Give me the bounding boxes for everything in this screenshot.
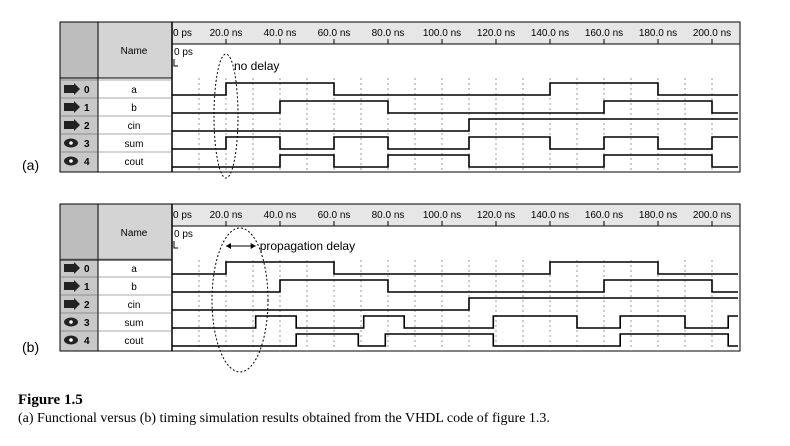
figure-title: Figure 1.5 (18, 392, 83, 408)
waveform-a (172, 261, 738, 275)
input-port-icon (64, 101, 80, 113)
tick-label: 20.0 ns (210, 28, 243, 39)
tick-label: 40.0 ns (264, 210, 297, 221)
input-port-icon (64, 119, 80, 131)
name-column-header: Name (121, 46, 148, 57)
tick-label: 180.0 ns (639, 210, 677, 221)
output-port-icon-pupil (69, 320, 73, 324)
tick-label: 40.0 ns (264, 28, 297, 39)
waveform-cout (172, 333, 738, 347)
cursor-label: 0 ps (174, 229, 193, 240)
signal-index: 0 (84, 264, 90, 275)
signal-index: 2 (84, 121, 90, 132)
signal-index: 1 (84, 282, 90, 293)
signal-name: cin (128, 121, 141, 132)
index-header-cell (59, 203, 99, 261)
waveform-cin (172, 297, 738, 311)
waveform-b (172, 279, 738, 293)
panel-frame (59, 21, 741, 173)
waveform-panel-b: Name (b) 0 ps 20.0 ns 40.0 ns 60.0 ns 80.0 ns 1… (22, 203, 741, 373)
signal-name: cin (128, 300, 141, 311)
signal-index: 4 (84, 157, 90, 168)
tick-label: 160.0 ns (585, 210, 623, 221)
figure-caption: (a) Functional versus (b) timing simulat… (18, 411, 550, 426)
annotation-oval (211, 227, 269, 373)
tick-label: 200.0 ns (693, 210, 731, 221)
tick-label: 80.0 ns (372, 28, 405, 39)
signal-index: 3 (84, 139, 90, 150)
name-column-header: Name (121, 228, 148, 239)
input-port-icon (64, 262, 80, 274)
annotation-oval (213, 53, 239, 179)
waveform-sum (172, 315, 738, 329)
waveform-diagram: Name (a) 0 ps 20.0 ns 40.0 ns 60.0 ns 80.0 ns 1… (22, 21, 741, 373)
tick-label: 60.0 ns (318, 210, 351, 221)
input-port-icon (64, 280, 80, 292)
output-port-icon-pupil (69, 159, 73, 163)
tick-label: 180.0 ns (639, 28, 677, 39)
input-port-icon (64, 83, 80, 95)
panel-label: (a) (22, 157, 39, 173)
signal-name: b (131, 103, 137, 114)
tick-label: 140.0 ns (531, 28, 569, 39)
delay-arrowhead-left (226, 243, 231, 249)
waveform-a (172, 82, 738, 96)
tick-label: 100.0 ns (423, 210, 461, 221)
signal-index: 3 (84, 318, 90, 329)
signal-name: b (131, 282, 137, 293)
cursor-marker (173, 59, 178, 67)
signal-name: sum (125, 139, 144, 150)
waveform-cout (172, 154, 738, 168)
panel-frame (59, 203, 741, 352)
signal-index: 4 (84, 336, 90, 347)
delay-arrowhead-right (250, 243, 256, 249)
tick-label: 80.0 ns (372, 210, 405, 221)
signal-index: 0 (84, 85, 90, 96)
input-port-icon (64, 298, 80, 310)
output-port-icon-pupil (69, 338, 73, 342)
waveform-panel-a: Name (a) 0 ps 20.0 ns 40.0 ns 60.0 ns 80.0 ns 1… (22, 21, 741, 179)
signal-name: cout (125, 157, 144, 168)
waveform-sum (172, 136, 738, 150)
annotation-no-delay: no delay (234, 59, 279, 73)
tick-label: 200.0 ns (693, 28, 731, 39)
tick-label: 20.0 ns (210, 210, 243, 221)
tick-label: 100.0 ns (423, 28, 461, 39)
signal-name: cout (125, 336, 144, 347)
tick-label: 160.0 ns (585, 28, 623, 39)
annotation-propagation-delay: propagation delay (260, 239, 355, 253)
tick-label: 120.0 ns (477, 28, 515, 39)
signal-index: 1 (84, 103, 90, 114)
index-header-cell (59, 21, 99, 79)
tick-label: 0 ps (173, 210, 192, 221)
cursor-label: 0 ps (174, 47, 193, 58)
waveform-b (172, 100, 738, 114)
signal-name: sum (125, 318, 144, 329)
signal-name: a (131, 264, 137, 275)
waveform-cin (172, 118, 738, 132)
signal-name: a (131, 85, 137, 96)
panel-label: (b) (22, 339, 39, 355)
tick-label: 140.0 ns (531, 210, 569, 221)
tick-label: 60.0 ns (318, 28, 351, 39)
tick-label: 0 ps (173, 28, 192, 39)
tick-label: 120.0 ns (477, 210, 515, 221)
signal-index: 2 (84, 300, 90, 311)
output-port-icon-pupil (69, 141, 73, 145)
cursor-marker (173, 241, 178, 249)
